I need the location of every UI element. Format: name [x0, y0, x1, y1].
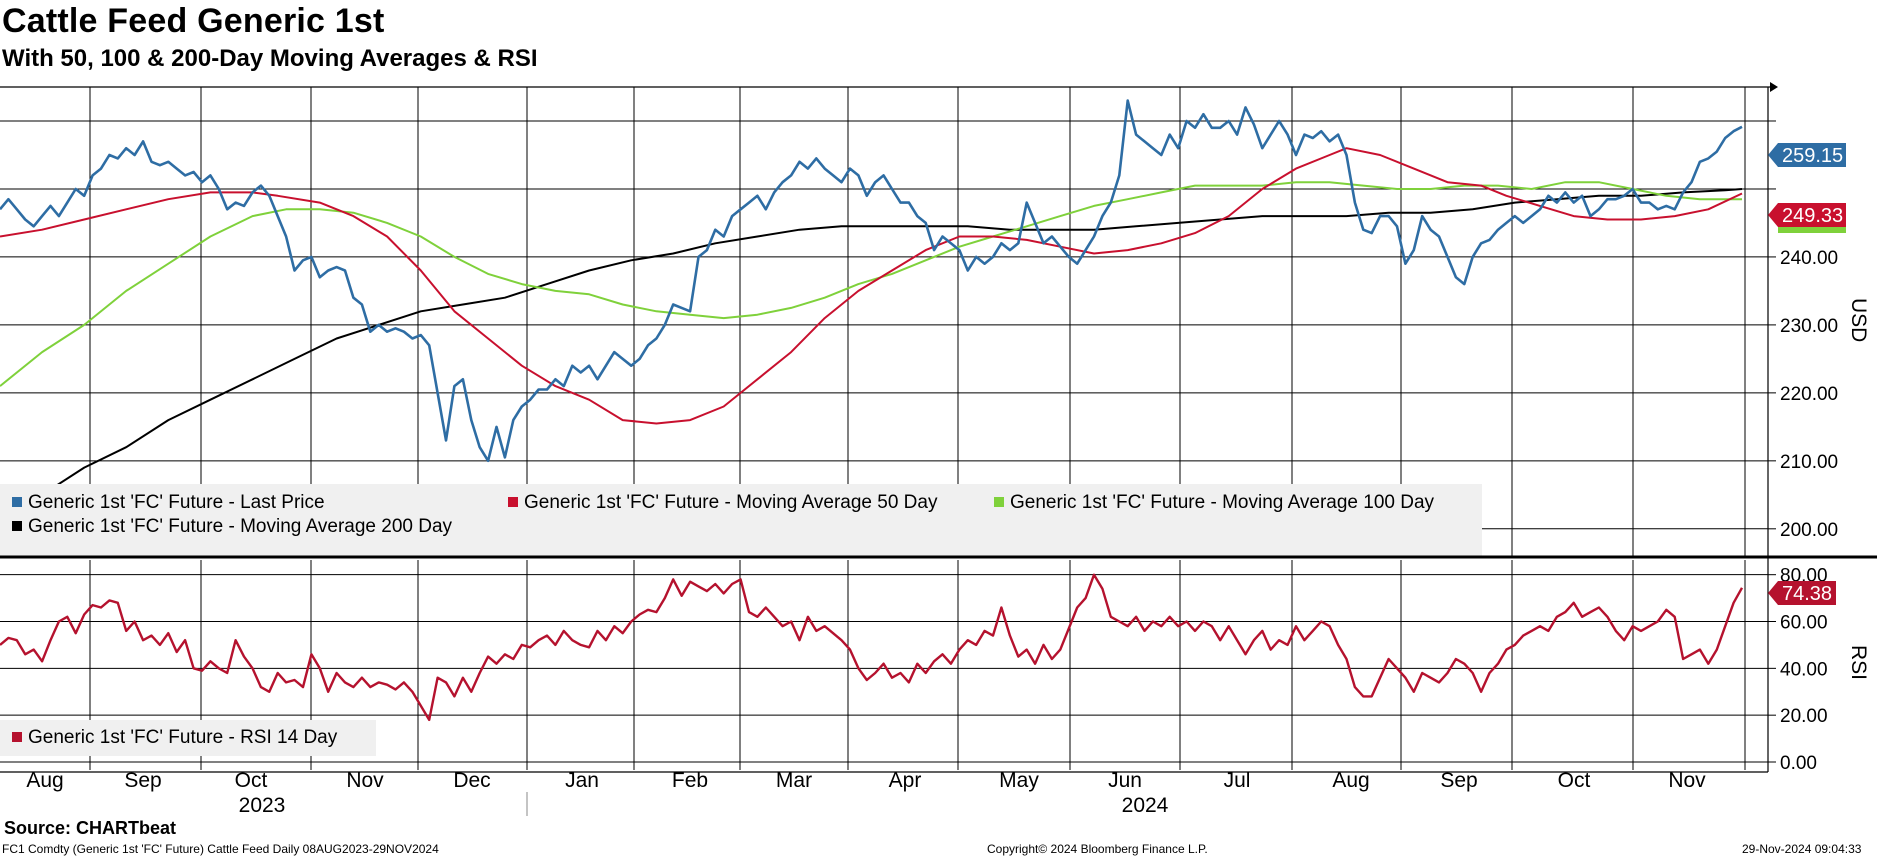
rsi-legend-swatch	[12, 732, 22, 742]
x-month-label: Jul	[1224, 769, 1251, 792]
x-month-label: Feb	[672, 769, 708, 792]
price-legend-background	[0, 484, 1482, 556]
price-legend-label: Generic 1st 'FC' Future - Last Price	[28, 492, 325, 513]
x-month-label: Nov	[1668, 769, 1706, 792]
rsi-axis-label: RSI	[1847, 645, 1870, 680]
x-month-label: Aug	[26, 769, 63, 792]
x-month-label: Apr	[889, 769, 922, 792]
x-month-label: Jan	[565, 769, 599, 792]
series-line-rsi	[0, 573, 1744, 722]
price-legend: Generic 1st 'FC' Future - Last Price Gene…	[0, 484, 1482, 556]
chart-subtitle: With 50, 100 & 200-Day Moving Averages &…	[2, 45, 538, 72]
rsi-legend: Generic 1st 'FC' Future - RSI 14 Day	[0, 720, 376, 756]
price-y-ticks: 200.00 210.00 220.00 230.00 240.00	[1780, 248, 1838, 541]
rsi-y-tick-label: 0.00	[1780, 753, 1817, 774]
footer-timestamp: 29-Nov-2024 09:04:33	[1742, 842, 1862, 856]
rsi-series-group	[0, 573, 1744, 722]
ma50-tag: 249.33	[1782, 205, 1843, 227]
price-y-tick-label: 230.00	[1780, 316, 1838, 337]
price-legend-swatch	[12, 521, 22, 531]
x-year-label: 2023	[239, 794, 286, 817]
source-label: Source: CHARTbeat	[4, 818, 177, 838]
series-line-ma50	[0, 147, 1743, 425]
x-month-label: Nov	[346, 769, 384, 792]
x-axis: Aug Sep Oct Nov Dec Jan Feb Mar Apr May Jun Jul Aug S…	[26, 769, 1706, 817]
x-month-label: Oct	[1558, 769, 1591, 792]
x-month-label: Sep	[1440, 769, 1477, 792]
x-month-label: Jun	[1108, 769, 1142, 792]
x-month-label: Oct	[235, 769, 268, 792]
rsi-y-tick-label: 60.00	[1780, 613, 1828, 634]
price-gridlines	[0, 82, 1778, 772]
price-legend-label: Generic 1st 'FC' Future - Moving Average…	[28, 516, 453, 537]
rsi-legend-label: Generic 1st 'FC' Future - RSI 14 Day	[28, 727, 338, 748]
x-year-label: 2024	[1122, 794, 1169, 817]
price-legend-swatch	[994, 497, 1004, 507]
rsi-y-tick-label: 40.00	[1780, 659, 1828, 680]
last-price-tag: 259.15	[1782, 145, 1843, 167]
x-month-label: Sep	[124, 769, 161, 792]
ma50-tag-bg	[1768, 203, 1846, 227]
price-last-value-tags: 259.15 249.33	[1768, 143, 1846, 233]
series-line-ma100	[0, 181, 1742, 387]
x-month-label: Aug	[1332, 769, 1369, 792]
x-month-label: Mar	[776, 769, 812, 792]
rsi-last-value-tags: 74.38	[1768, 581, 1836, 605]
usd-axis-label: USD	[1847, 298, 1870, 342]
price-y-tick-label: 220.00	[1780, 384, 1838, 405]
rsi-last-value-tag: 74.38	[1782, 583, 1832, 605]
footer-descriptor: FC1 Comdty (Generic 1st 'FC' Future) Cat…	[2, 842, 439, 856]
price-legend-label: Generic 1st 'FC' Future - Moving Average…	[524, 492, 938, 513]
series-line-last-price	[0, 99, 1743, 463]
footer-copyright: Copyright© 2024 Bloomberg Finance L.P.	[987, 842, 1208, 856]
rsi-gridlines	[0, 560, 1776, 773]
x-month-label: Dec	[453, 769, 490, 792]
series-line-ma200	[0, 188, 1743, 517]
chart-title: Cattle Feed Generic 1st	[2, 2, 385, 40]
price-legend-swatch	[12, 497, 22, 507]
price-series-group	[0, 99, 1743, 517]
rsi-y-tick-label: 20.00	[1780, 706, 1828, 727]
price-legend-swatch	[508, 497, 518, 507]
last-price-tag-bg	[1768, 143, 1846, 167]
price-axis-arrow	[1770, 82, 1778, 92]
price-y-tick-label: 240.00	[1780, 248, 1838, 269]
rsi-tag-bg	[1768, 581, 1836, 605]
rsi-legend-background	[0, 720, 376, 756]
price-y-tick-label: 210.00	[1780, 452, 1838, 473]
x-month-label: May	[999, 769, 1039, 792]
price-y-tick-label: 200.00	[1780, 520, 1838, 541]
price-legend-label: Generic 1st 'FC' Future - Moving Average…	[1010, 492, 1435, 513]
